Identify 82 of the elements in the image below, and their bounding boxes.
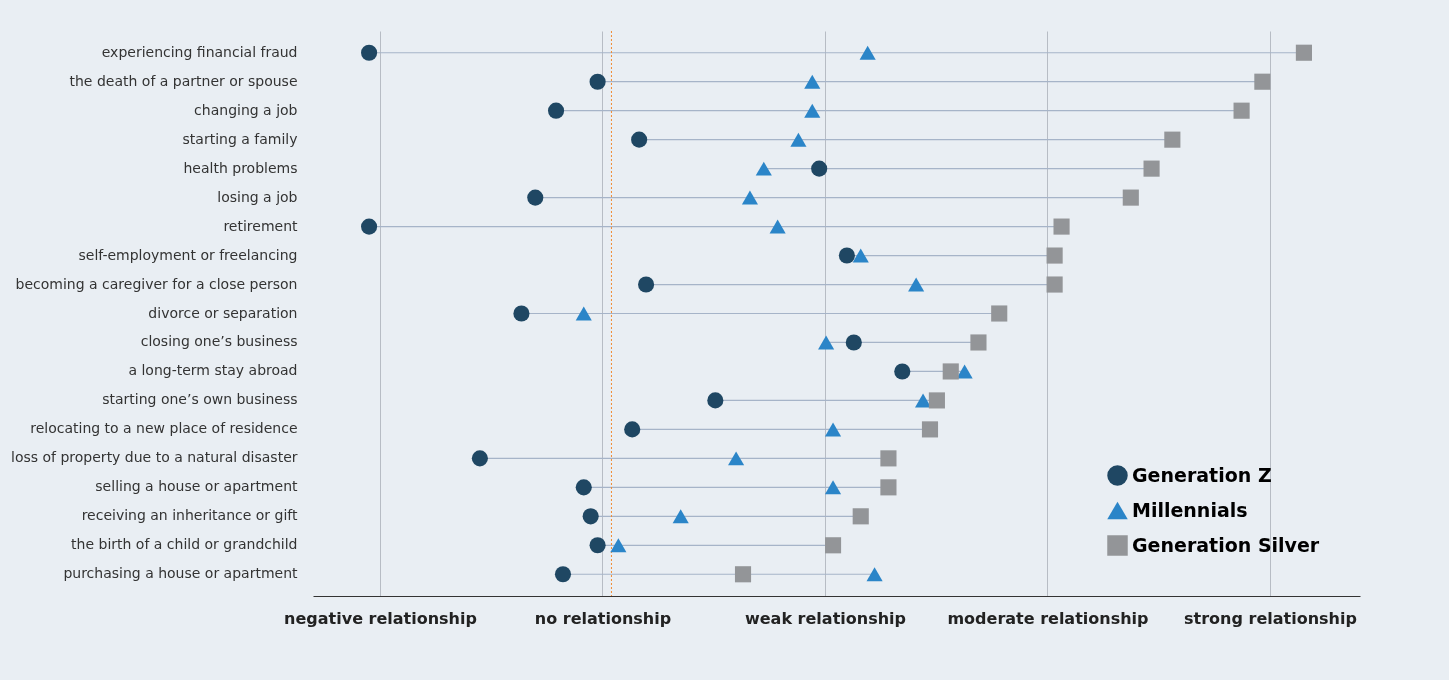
point: [361, 44, 378, 61]
point: [582, 508, 599, 525]
point: [991, 305, 1008, 322]
y-tick-label: experiencing financial fraud: [101, 43, 298, 60]
text: weak relationship: [744, 608, 906, 628]
point: [755, 161, 772, 176]
point: [361, 218, 378, 235]
point: [845, 334, 862, 351]
point: [811, 160, 828, 177]
point: [575, 479, 592, 496]
point: [513, 305, 530, 322]
y-tick-label: a long-term stay abroad: [128, 362, 298, 379]
y-tick-label: closing one’s business: [140, 333, 298, 350]
legend-label: Generation Silver: [1132, 533, 1320, 556]
y-tick-label: the birth of a child or grandchild: [71, 536, 298, 553]
y-tick-label: changing a job: [194, 101, 298, 118]
point: [1143, 160, 1160, 177]
point: [631, 131, 648, 148]
point: [852, 248, 869, 263]
point: [471, 450, 488, 467]
y-tick-label: starting a family: [182, 130, 298, 147]
text: no relationship: [534, 608, 672, 628]
point: [866, 567, 883, 582]
point: [1053, 218, 1070, 235]
y-tick-label: purchasing a house or apartment: [63, 565, 299, 582]
point: [638, 276, 655, 293]
point: [928, 392, 945, 409]
point: [728, 451, 745, 466]
point: [1046, 276, 1063, 293]
point: [741, 190, 758, 205]
point: [859, 45, 876, 60]
y-tick-label: retirement: [223, 217, 298, 234]
point: [589, 537, 606, 554]
point: [769, 219, 786, 234]
y-tick-label: receiving an inheritance or gift: [81, 507, 298, 524]
y-tick-label: self-employment or freelancing: [78, 246, 298, 263]
y-tick-label: losing a job: [217, 188, 298, 205]
point: [1295, 44, 1312, 61]
point: [970, 334, 987, 351]
text: negative relationship: [284, 608, 477, 628]
point: [824, 480, 842, 495]
point: [908, 277, 925, 292]
legend-label: Millennials: [1132, 498, 1248, 521]
point: [1254, 73, 1271, 90]
text: strong relationship: [1184, 608, 1357, 628]
y-tick-label: relocating to a new place of residence: [30, 420, 298, 437]
y-tick-label: divorce or separation: [148, 304, 298, 321]
legend-label: Generation Z: [1132, 463, 1272, 486]
point: [1046, 247, 1063, 264]
point: [527, 189, 544, 206]
point: [824, 422, 842, 437]
point: [575, 306, 592, 321]
point: [880, 450, 897, 467]
point: [1122, 189, 1139, 206]
point: [824, 537, 842, 554]
point: [818, 335, 835, 350]
point: [547, 102, 565, 119]
y-tick-label: loss of property due to a natural disaster: [11, 449, 298, 466]
point: [672, 509, 689, 524]
point: [838, 247, 855, 264]
point: [921, 421, 939, 438]
point: [804, 103, 821, 118]
point: [624, 421, 641, 438]
point: [707, 392, 724, 409]
y-tick-label: starting one’s own business: [102, 391, 298, 408]
point: [894, 363, 911, 380]
point: [880, 479, 897, 496]
point: [1233, 102, 1250, 119]
y-tick-label: becoming a caregiver for a close person: [15, 275, 298, 292]
point: [1164, 131, 1181, 148]
text: moderate relationship: [947, 608, 1149, 628]
point: [852, 508, 869, 525]
y-tick-label: health problems: [183, 159, 298, 176]
y-tick-label: the death of a partner or spouse: [69, 72, 298, 89]
point: [554, 566, 572, 583]
point: [610, 538, 627, 553]
y-tick-label: selling a house or apartment: [95, 478, 298, 495]
point: [790, 132, 807, 147]
point: [804, 74, 821, 89]
point: [589, 73, 606, 90]
point: [942, 363, 959, 380]
point: [734, 566, 752, 583]
